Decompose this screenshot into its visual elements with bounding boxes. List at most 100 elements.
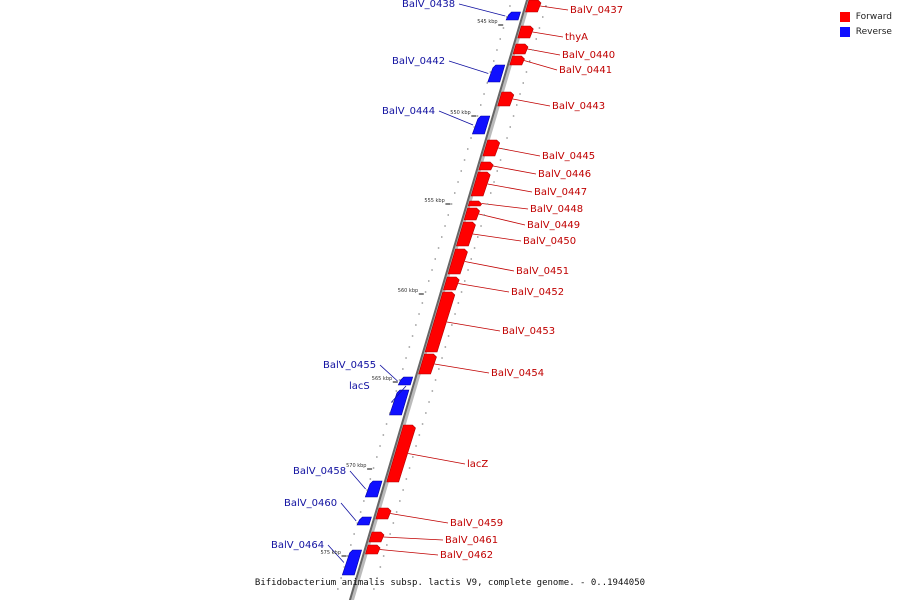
gene-leader-line bbox=[438, 110, 474, 126]
genome-axis bbox=[348, 0, 529, 600]
gene-thya[interactable]: thyA bbox=[517, 25, 588, 43]
gene-balv_0450[interactable]: BalV_0450 bbox=[455, 221, 576, 247]
gene-balv_0438[interactable]: BalV_0438 bbox=[402, 0, 521, 21]
gene-leader-line bbox=[492, 165, 537, 175]
gene-arrow[interactable] bbox=[505, 11, 521, 21]
gene-arrow[interactable] bbox=[497, 91, 515, 107]
gene-leader-line bbox=[383, 536, 444, 541]
gene-balv_0447[interactable]: BalV_0447 bbox=[470, 171, 587, 198]
gene-label: BalV_0450 bbox=[523, 236, 576, 247]
gene-arrow[interactable] bbox=[512, 43, 529, 55]
gene-label: BalV_0460 bbox=[284, 498, 337, 509]
gene-balv_0454[interactable]: BalV_0454 bbox=[418, 353, 544, 379]
gene-label: thyA bbox=[565, 32, 588, 43]
gene-leader-line bbox=[448, 60, 489, 74]
gene-label: BalV_0461 bbox=[445, 535, 498, 546]
legend: Forward Reverse bbox=[839, 9, 892, 39]
legend-reverse-label: Reverse bbox=[855, 26, 892, 37]
gene-balv_0451[interactable]: BalV_0451 bbox=[447, 248, 569, 277]
gene-balv_0459[interactable]: BalV_0459 bbox=[375, 507, 503, 529]
gene-label: BalV_0444 bbox=[382, 106, 435, 117]
gene-label: lacZ bbox=[467, 459, 488, 470]
gene-label: BalV_0462 bbox=[440, 550, 493, 561]
gene-leader-line bbox=[481, 203, 529, 210]
gene-balv_0441[interactable]: BalV_0441 bbox=[509, 55, 612, 76]
gene-leader-line bbox=[379, 549, 439, 556]
reverse-swatch bbox=[839, 26, 850, 37]
gene-leader-line bbox=[340, 502, 357, 522]
gene-balv_0446[interactable]: BalV_0446 bbox=[478, 161, 591, 180]
gene-label: lacS bbox=[349, 381, 370, 392]
gene-leader-line bbox=[523, 60, 558, 71]
gene-label: BalV_0446 bbox=[538, 169, 591, 180]
kbp-label: 545 kbp bbox=[477, 19, 497, 25]
gene-leader-line bbox=[478, 213, 526, 226]
gene-label: BalV_0452 bbox=[511, 287, 564, 298]
gene-label: BalV_0442 bbox=[392, 56, 445, 67]
gene-balv_0455[interactable]: BalV_0455 bbox=[323, 360, 414, 386]
gene-balv_0461[interactable]: BalV_0461 bbox=[368, 531, 498, 546]
gene-arrow[interactable] bbox=[463, 207, 480, 221]
gene-leader-line bbox=[408, 453, 466, 465]
gene-arrow[interactable] bbox=[365, 544, 381, 555]
gene-balv_0437[interactable]: BalV_0437 bbox=[525, 0, 624, 16]
gene-leader-line bbox=[532, 31, 564, 38]
gene-layer: BalV_0437 BalV_0438 thyA BalV_0440 BalV_0441… bbox=[271, 0, 624, 576]
gene-arrow[interactable] bbox=[509, 55, 525, 66]
gene-balv_0442[interactable]: BalV_0442 bbox=[392, 56, 506, 83]
gene-label: BalV_0445 bbox=[542, 151, 595, 162]
gene-label: BalV_0454 bbox=[491, 368, 544, 379]
gene-arrow[interactable] bbox=[442, 276, 460, 291]
gene-balv_0444[interactable]: BalV_0444 bbox=[382, 106, 491, 135]
gene-leader-line bbox=[472, 233, 522, 242]
gene-arrow[interactable] bbox=[368, 531, 385, 543]
gene-leader-line bbox=[458, 3, 506, 17]
forward-swatch bbox=[839, 11, 850, 22]
gene-arrow[interactable] bbox=[375, 507, 392, 520]
gene-balv_0464[interactable]: BalV_0464 bbox=[271, 540, 363, 576]
gene-balv_0460[interactable]: BalV_0460 bbox=[284, 498, 372, 526]
gene-leader-line bbox=[498, 147, 541, 157]
gene-label: BalV_0464 bbox=[271, 540, 324, 551]
gene-leader-line bbox=[327, 544, 345, 563]
gene-balv_0443[interactable]: BalV_0443 bbox=[497, 91, 605, 112]
gene-balv_0449[interactable]: BalV_0449 bbox=[463, 207, 580, 231]
gene-arrow[interactable] bbox=[471, 115, 491, 135]
gene-lacs[interactable]: lacS bbox=[349, 381, 410, 416]
gene-balv_0462[interactable]: BalV_0462 bbox=[365, 544, 494, 561]
gene-arrow[interactable] bbox=[424, 291, 456, 353]
gene-arrow[interactable] bbox=[525, 0, 542, 13]
kbp-label: 565 kbp bbox=[372, 376, 392, 382]
gene-balv_0458[interactable]: BalV_0458 bbox=[293, 466, 383, 498]
gene-arrow[interactable] bbox=[356, 516, 372, 526]
gene-arrow[interactable] bbox=[386, 424, 416, 483]
gene-arrow[interactable] bbox=[470, 171, 491, 197]
gene-arrow[interactable] bbox=[478, 161, 494, 171]
gene-balv_0445[interactable]: BalV_0445 bbox=[482, 139, 595, 162]
kbp-label: 550 kbp bbox=[450, 110, 470, 116]
gene-arrow[interactable] bbox=[455, 221, 476, 247]
gene-arrow[interactable] bbox=[397, 376, 414, 386]
gene-arrow[interactable] bbox=[482, 139, 501, 157]
gene-arrow[interactable] bbox=[467, 200, 483, 207]
legend-forward: Forward bbox=[839, 9, 892, 24]
gene-balv_0448[interactable]: BalV_0448 bbox=[467, 200, 583, 215]
gene-arrow[interactable] bbox=[447, 248, 468, 275]
gene-leader-line bbox=[434, 363, 490, 374]
gene-arrow[interactable] bbox=[364, 480, 383, 498]
legend-reverse: Reverse bbox=[839, 24, 892, 39]
gene-arrow[interactable] bbox=[517, 25, 534, 39]
gene-label: BalV_0447 bbox=[534, 187, 587, 198]
gene-arrow[interactable] bbox=[418, 353, 437, 375]
gene-balv_0452[interactable]: BalV_0452 bbox=[442, 276, 564, 298]
gene-leader-line bbox=[379, 364, 398, 382]
gene-lacz[interactable]: lacZ bbox=[386, 424, 489, 483]
gene-arrow[interactable] bbox=[341, 549, 363, 576]
gene-balv_0453[interactable]: BalV_0453 bbox=[424, 291, 555, 353]
kbp-label: 555 kbp bbox=[424, 198, 444, 204]
gene-leader-line bbox=[540, 5, 569, 11]
gene-label: BalV_0449 bbox=[527, 220, 580, 231]
gene-arrow[interactable] bbox=[389, 389, 410, 416]
gene-balv_0440[interactable]: BalV_0440 bbox=[512, 43, 615, 61]
gene-arrow[interactable] bbox=[487, 64, 506, 83]
